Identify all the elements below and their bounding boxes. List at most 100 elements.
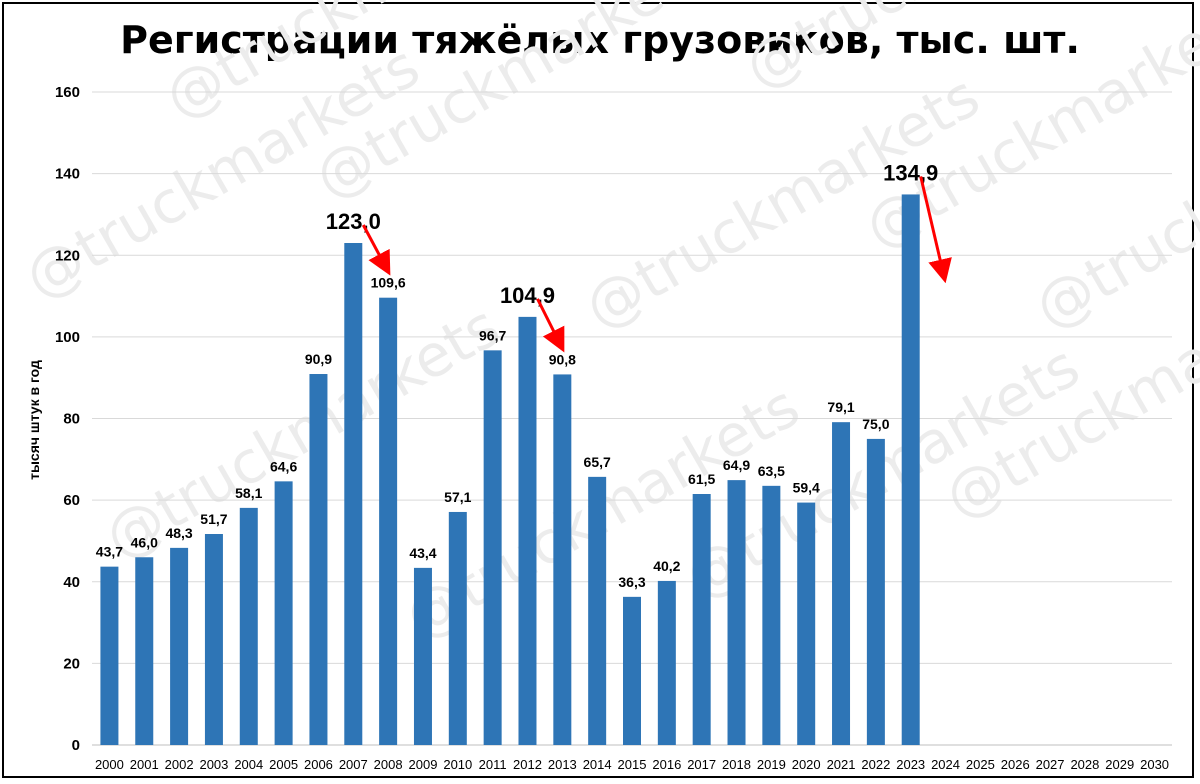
x-tick-label: 2011 xyxy=(479,757,507,772)
value-labels: 43,7 46,0 48,3 51,7 58,1 64,6 90,9 123,0 109,6 43… xyxy=(96,160,938,589)
bar xyxy=(727,480,746,745)
x-tick-label: 2023 xyxy=(896,757,925,772)
x-tick-label: 2025 xyxy=(966,757,995,772)
data-label: 40,2 xyxy=(653,558,680,574)
bar xyxy=(379,297,398,745)
x-tick-label: 2002 xyxy=(165,757,194,772)
data-label: 43,4 xyxy=(409,545,436,561)
data-label: 90,9 xyxy=(305,351,332,367)
data-label: 57,1 xyxy=(444,489,471,505)
x-tick-label: 2013 xyxy=(548,757,577,772)
x-tick-label: 2020 xyxy=(792,757,821,772)
trend-arrow xyxy=(919,176,952,284)
data-label: 63,5 xyxy=(758,463,785,479)
x-axis-ticks: 2000 2001 2002 2003 2004 2005 2006 2007 2008 2009… xyxy=(95,757,1169,772)
x-tick-label: 2005 xyxy=(269,757,298,772)
bar xyxy=(657,580,676,745)
bar xyxy=(832,422,851,745)
data-label: 123,0 xyxy=(326,209,381,234)
y-tick-label: 160 xyxy=(55,84,80,101)
x-tick-label: 2026 xyxy=(1001,757,1030,772)
watermark-text: @truckmarkets xyxy=(93,292,511,572)
bar xyxy=(170,547,189,745)
bar xyxy=(448,511,467,745)
watermark-layer: @truckmarkets@truckmarkets@truckmarkets@… xyxy=(13,0,1200,652)
x-tick-label: 2006 xyxy=(304,757,333,772)
x-tick-label: 2009 xyxy=(409,757,438,772)
data-label: 104,9 xyxy=(500,283,555,308)
data-label: 64,9 xyxy=(723,457,750,473)
trend-arrow xyxy=(536,298,565,353)
x-tick-label: 2030 xyxy=(1140,757,1169,772)
x-tick-label: 2001 xyxy=(130,757,159,772)
x-tick-label: 2027 xyxy=(1036,757,1065,772)
data-label: 96,7 xyxy=(479,327,506,343)
data-label: 43,7 xyxy=(96,544,123,560)
y-tick-label: 60 xyxy=(63,492,80,509)
x-tick-label: 2018 xyxy=(722,757,751,772)
x-tick-label: 2024 xyxy=(931,757,960,772)
y-tick-label: 20 xyxy=(63,655,80,672)
y-axis-ticks: 0 20 40 60 80 100 120 140 160 xyxy=(55,84,80,754)
data-label: 58,1 xyxy=(235,485,262,501)
x-tick-label: 2021 xyxy=(827,757,856,772)
bar xyxy=(623,596,641,745)
x-tick-label: 2000 xyxy=(95,757,124,772)
bar xyxy=(309,374,328,745)
bar xyxy=(762,485,781,745)
bar xyxy=(797,502,816,745)
bar xyxy=(204,533,223,745)
y-tick-label: 100 xyxy=(55,329,80,346)
x-tick-label: 2017 xyxy=(687,757,716,772)
x-tick-label: 2008 xyxy=(374,757,403,772)
data-label: 90,8 xyxy=(549,351,576,367)
chart-title: Регистрации тяжёлых грузовиков, тыс. шт. xyxy=(120,18,1080,62)
bar xyxy=(483,350,502,745)
bar xyxy=(588,476,607,745)
data-label: 79,1 xyxy=(827,399,854,415)
x-tick-label: 2003 xyxy=(199,757,228,772)
trend-arrow xyxy=(361,224,391,276)
bar xyxy=(413,567,432,745)
x-tick-label: 2028 xyxy=(1070,757,1099,772)
bar xyxy=(866,438,885,745)
y-tick-label: 140 xyxy=(55,166,80,183)
data-label: 46,0 xyxy=(131,534,158,550)
y-tick-label: 0 xyxy=(72,737,80,754)
data-label: 61,5 xyxy=(688,471,715,487)
data-label: 64,6 xyxy=(270,458,297,474)
bar xyxy=(518,316,537,745)
bar xyxy=(692,494,711,745)
bar xyxy=(135,557,154,745)
bar xyxy=(100,566,119,745)
bar xyxy=(274,481,293,745)
data-label: 59,4 xyxy=(793,480,820,496)
data-label: 36,3 xyxy=(618,574,645,590)
y-tick-label: 40 xyxy=(63,574,80,591)
x-tick-label: 2022 xyxy=(861,757,890,772)
x-tick-label: 2015 xyxy=(618,757,647,772)
x-tick-label: 2016 xyxy=(652,757,681,772)
bars xyxy=(100,194,920,745)
data-label: 48,3 xyxy=(165,525,192,541)
bar xyxy=(344,243,363,745)
bar xyxy=(239,507,258,745)
x-tick-label: 2029 xyxy=(1105,757,1134,772)
trend-arrows xyxy=(361,176,952,353)
bar xyxy=(553,374,572,745)
data-label: 51,7 xyxy=(200,511,227,527)
y-tick-label: 120 xyxy=(55,247,80,264)
x-tick-label: 2019 xyxy=(757,757,786,772)
x-tick-label: 2004 xyxy=(234,757,263,772)
data-label: 134,9 xyxy=(883,160,938,185)
x-tick-label: 2010 xyxy=(443,757,472,772)
y-tick-label: 80 xyxy=(63,411,80,428)
data-label: 109,6 xyxy=(371,275,406,291)
data-label: 65,7 xyxy=(584,454,611,470)
x-tick-label: 2014 xyxy=(583,757,612,772)
bar xyxy=(901,194,920,745)
x-tick-label: 2007 xyxy=(339,757,368,772)
data-label: 75,0 xyxy=(862,416,889,432)
x-tick-label: 2012 xyxy=(513,757,542,772)
